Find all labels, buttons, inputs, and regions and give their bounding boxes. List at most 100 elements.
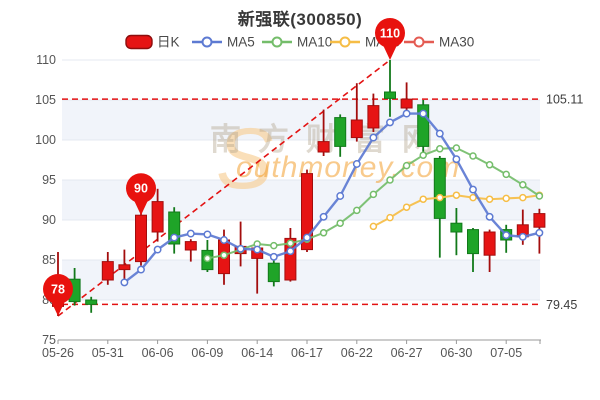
x-axis-label: 05-31 [92,346,124,360]
ma5-marker [236,244,245,253]
line-marker-icon [413,36,425,48]
ma5-marker [352,160,361,168]
x-axis-label: 06-09 [191,346,223,360]
ma10-marker [419,151,427,159]
price-pin-78: 78 [43,274,73,316]
legend-label: MA30 [439,35,474,50]
x-axis-label: 06-27 [391,346,423,360]
ma20-marker [469,193,477,202]
ma5-marker [336,192,345,200]
price-pin-90: 90 [126,173,156,216]
ma5-marker [120,278,129,287]
ma20-marker [502,194,510,203]
ma-lines-layer [120,109,544,287]
ma5-marker [386,118,394,127]
reference-lines: 105.11 79.45 [57,59,583,317]
x-axis-label: 06-22 [341,346,373,360]
ma10-marker [502,170,510,179]
ma20-marker [386,213,394,222]
ma10-marker [220,251,228,259]
candle [367,93,380,132]
pin-label: 110 [380,27,400,41]
candle [450,208,463,256]
ma5-marker [435,129,444,138]
ma5-marker [286,247,295,256]
line-marker-icon [339,36,351,48]
ma10-marker [353,206,361,215]
y-axis-label: 85 [42,253,56,267]
ma5-marker [153,245,162,254]
candle [467,228,479,272]
candle [350,83,363,142]
candle [184,239,197,262]
pin-label: 90 [134,182,148,196]
ma5-marker [137,265,145,274]
candle-swatch-icon [125,34,153,50]
candle [135,208,147,266]
ma5-marker [502,231,511,240]
candle [267,258,280,287]
ma5-marker [402,109,411,118]
legend-label: MA5 [227,35,255,50]
candle [151,188,164,242]
candle [168,207,181,254]
ma5-marker [452,155,461,164]
ma5-marker [303,233,311,242]
ma10-marker [369,190,378,199]
ma10-marker [452,144,461,152]
x-axis-label: 06-06 [142,346,174,360]
ma10-marker [485,161,494,169]
candle [433,156,446,258]
legend-item-日k[interactable]: 日K [125,34,180,50]
price-pin-110: 110 [375,18,405,60]
ma5-marker [518,232,527,241]
candle [384,60,396,117]
ma20-marker [419,195,427,203]
ma20-marker [485,195,494,203]
ma5-marker [220,236,228,244]
x-axis-label: 06-14 [241,346,273,360]
legend-item-ma30[interactable]: MA30 [404,35,474,50]
ma10-marker [469,152,477,160]
svg-text:S: S [216,111,273,207]
ma10-marker [336,219,344,227]
y-axis-label: 100 [35,133,56,147]
legend: 日KMA5MA10MA20MA30 [125,34,474,50]
candle [85,296,98,313]
ma10-marker [519,181,527,189]
ma10-marker [319,229,328,237]
ma5-marker [469,185,477,194]
ma20-marker [452,191,461,199]
y-axis-label: 75 [42,333,56,347]
y-axis-label: 95 [42,173,56,187]
ma5-marker [269,252,278,261]
line-marker-icon [201,36,213,48]
upper-ref-label: 105.11 [546,93,583,107]
x-axis-label: 06-30 [440,346,472,360]
ma5-marker [419,109,428,118]
ma20-marker [436,193,444,202]
ma10-marker [270,241,278,250]
ma10-marker [386,176,394,184]
ma5-marker [319,212,328,221]
ma5-marker [186,229,195,238]
candle [118,249,131,280]
legend-label: 日K [157,35,180,50]
y-axis-label: 105 [35,93,56,107]
y-axis-label: 90 [42,213,56,227]
legend-item-ma5[interactable]: MA5 [192,35,255,50]
ma5-marker [369,133,378,142]
ma10-marker [286,239,295,247]
pin-label: 78 [51,283,65,297]
ma5-marker [535,228,544,237]
ma5-marker [253,245,262,254]
price-pins: 78 90 110 [43,18,405,316]
lower-ref-label: 79.45 [546,298,577,312]
ma5-line [120,109,544,287]
ma20-marker [369,222,378,231]
legend-item-ma10[interactable]: MA10 [262,35,332,50]
ma20-marker [402,203,411,211]
candle [417,100,430,157]
